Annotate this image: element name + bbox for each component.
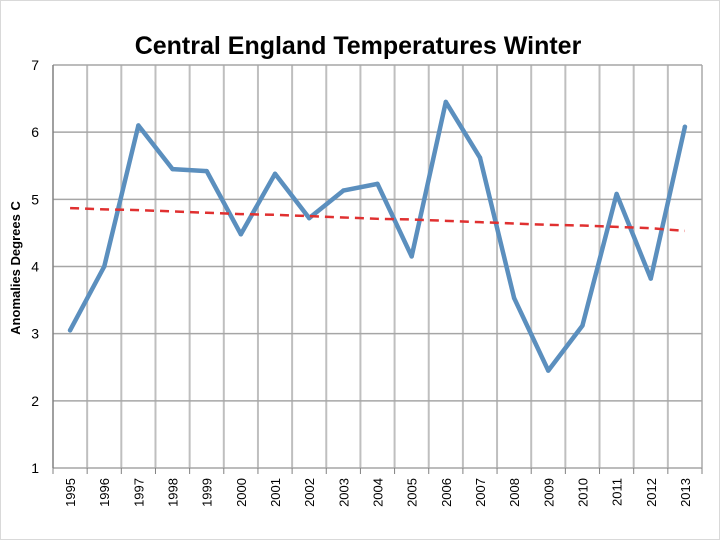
series [67, 99, 688, 373]
data-point [272, 171, 278, 177]
data-point [341, 188, 346, 193]
data-point [170, 166, 175, 172]
x-tick-label: 1999 [200, 478, 215, 507]
y-axis-label: Anomalies Degrees C [8, 201, 23, 335]
x-tick-label: 1997 [131, 478, 146, 507]
x-tick-label: 2000 [234, 478, 249, 507]
data-point [238, 232, 244, 237]
x-tick-label: 2009 [541, 478, 556, 507]
x-tick-label: 1996 [97, 478, 112, 507]
x-tick-label: 2004 [371, 478, 386, 507]
data-point [375, 181, 380, 187]
x-tick-label: 2007 [473, 478, 488, 507]
data-point [682, 124, 688, 129]
axes: 1 2 3 4 5 6 7 1995 1996 1997 1998 1999 2000 2001 2002 2… [31, 57, 703, 507]
data-point [546, 368, 551, 373]
data-point [67, 328, 73, 333]
y-tick-label: 6 [31, 124, 39, 140]
y-tick-label: 4 [31, 259, 39, 275]
x-tick-label: 2001 [268, 478, 283, 507]
data-point [409, 254, 414, 259]
data-point [511, 295, 517, 301]
gridlines [53, 64, 703, 469]
data-point [648, 276, 653, 281]
chart-title: Central England Temperatures Winter [135, 32, 582, 60]
y-tick-label: 1 [31, 460, 39, 476]
x-tick-label: 2011 [610, 478, 625, 506]
y-tick-label: 7 [31, 57, 39, 73]
x-tick-label: 1998 [166, 478, 181, 507]
x-tick-label: 2013 [678, 478, 693, 507]
data-point [136, 123, 141, 128]
data-point [443, 99, 449, 105]
x-tick-label: 2002 [302, 478, 317, 507]
x-tick-label: 2005 [405, 478, 420, 507]
x-tick-label: 2012 [644, 478, 659, 507]
data-point [102, 264, 107, 269]
x-tick-label: 2006 [439, 478, 454, 507]
y-tick-label: 2 [31, 393, 39, 409]
x-tick-label: 2003 [336, 478, 351, 507]
data-point [477, 155, 483, 160]
y-tick-label: 5 [31, 191, 39, 207]
x-tick-label: 1995 [63, 478, 78, 507]
data-point [204, 168, 209, 174]
x-tick-label: 2008 [507, 478, 522, 507]
x-tick-label: 2010 [575, 478, 590, 507]
y-tick-label: 3 [31, 326, 39, 342]
trend-line [70, 206, 686, 233]
data-point [614, 191, 619, 197]
data-point [580, 323, 585, 328]
